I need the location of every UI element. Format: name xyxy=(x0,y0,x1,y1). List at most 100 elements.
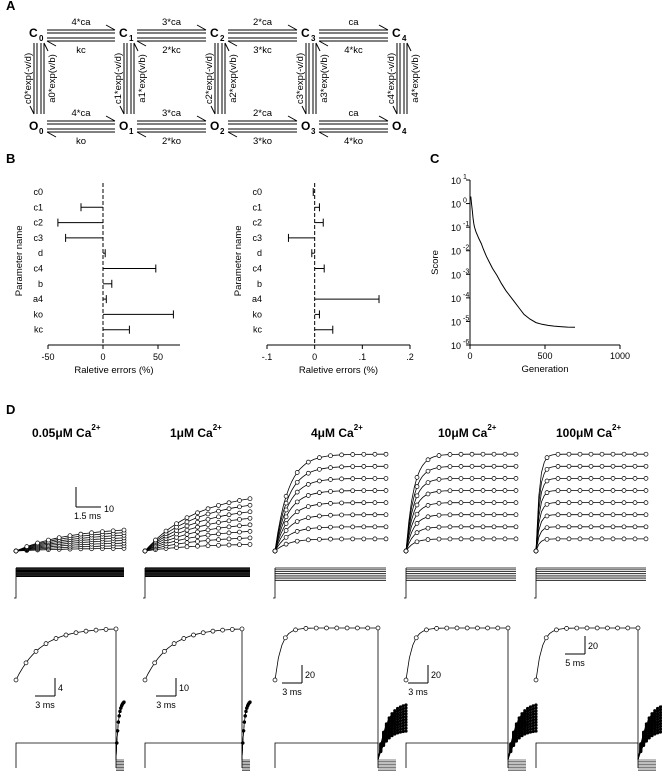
trace-point-2-2-5 xyxy=(328,512,333,518)
trace-point-3-4-9 xyxy=(502,488,508,493)
trace-point-1-2-10 xyxy=(247,529,253,534)
trace-point-2-3-1 xyxy=(283,521,289,526)
arrow-bot-bwd-head-2 xyxy=(227,131,238,138)
trace-point-4-2-3 xyxy=(566,512,572,518)
trace-bottom-point-3-5 xyxy=(454,625,460,631)
trace-point-2-2-4 xyxy=(317,513,322,519)
rate-down-3: c3*exp(-v/d) xyxy=(295,53,306,104)
trace-point-3-0-7 xyxy=(480,536,486,542)
trace-point-3-4-5 xyxy=(458,488,464,493)
trace-bottom-point-0-8 xyxy=(93,627,99,633)
trace-point-4-6-10 xyxy=(643,463,649,469)
state-c3: C xyxy=(301,26,310,40)
trace-point-3-3-5 xyxy=(458,500,464,505)
trace-bottom-1 xyxy=(144,628,243,760)
trace-point-1-7-4 xyxy=(184,515,190,521)
rate-up-1: a1*exp(v/b) xyxy=(137,54,148,103)
trace-point-4-5-2 xyxy=(555,476,561,481)
trace-point-4-0-6 xyxy=(599,536,605,542)
trace-point-4-5-3 xyxy=(566,476,572,481)
trace-point-1-2-5 xyxy=(195,534,200,540)
trace-bottom-point-0-9 xyxy=(103,627,109,632)
trace-point-2-5-4 xyxy=(317,478,322,484)
trace-bottom-point-2-2 xyxy=(293,627,298,633)
trace-point-2-5-9 xyxy=(372,476,378,481)
trace-point-4-4-2 xyxy=(555,488,561,493)
trace-point-3-2-7 xyxy=(480,512,486,518)
state-c1: C xyxy=(119,26,128,40)
trace-point-1-0-6 xyxy=(205,543,211,549)
category-label-0-c3: c3 xyxy=(33,233,43,243)
trace-point-4-2-8 xyxy=(621,512,627,518)
trace-point-1-6-5 xyxy=(195,515,200,520)
trace-point-0-7-8 xyxy=(100,529,105,535)
trace-bottom-point-2-9 xyxy=(365,625,371,631)
concentration-label-0: 0.05μM Ca2+ xyxy=(32,423,101,440)
trace-point-3-7-6 xyxy=(469,451,475,457)
state-o3-sub: 3 xyxy=(311,127,316,136)
trace-point-3-5-2 xyxy=(425,480,431,485)
trace-point-2-4-10 xyxy=(383,488,389,493)
trace-point-4-7-5 xyxy=(588,451,594,457)
trace-point-2-0-9 xyxy=(372,536,378,542)
trace-point-4-2-6 xyxy=(599,512,605,518)
trace-point-1-6-8 xyxy=(226,506,232,512)
trace-point-2-1-8 xyxy=(361,524,367,530)
y-tick-exp-c-3: -2 xyxy=(463,245,469,252)
trace-bottom-point-1-1 xyxy=(152,660,158,666)
trace-bottom-point-2-10 xyxy=(375,625,381,631)
trace-point-1-5-7 xyxy=(216,514,221,520)
trace-point-2-7-2 xyxy=(294,470,300,475)
trace-bottom-point-4-3 xyxy=(564,626,569,631)
y-tick-exp-c-4: -3 xyxy=(463,268,469,275)
trace-bottom-point-4-4 xyxy=(574,625,580,631)
trace-point-4-1-2 xyxy=(555,524,561,530)
trace-point-4-7-10 xyxy=(643,451,649,457)
trace-point-3-0-1 xyxy=(414,539,420,545)
trace-point-1-0-10 xyxy=(247,542,253,547)
trace-point-3-1-6 xyxy=(469,524,475,530)
trace-point-2-3-4 xyxy=(317,501,322,507)
trace-point-1-1-4 xyxy=(184,540,190,546)
trace-bottom-point-1-0 xyxy=(142,677,148,683)
trace-point-1-0-9 xyxy=(237,542,242,548)
trace-point-3-3-1 xyxy=(414,511,420,517)
concentration-label-3: 10μM Ca2+ xyxy=(438,423,497,440)
scalebar-top-time: 1.5 ms xyxy=(74,511,102,521)
arrow-up-head-3 xyxy=(315,42,321,52)
trace-point-3-2-4 xyxy=(447,512,453,518)
y-tick-exp-c-0: 1 xyxy=(463,174,467,181)
trace-point-2-3-5 xyxy=(328,501,333,506)
trace-point-1-4-7 xyxy=(216,520,221,525)
trace-point-3-6-6 xyxy=(469,463,475,469)
trace-point-3-2-6 xyxy=(469,512,475,518)
trace-bottom-point-3-9 xyxy=(495,625,501,631)
trace-bottom-point-3-1 xyxy=(413,635,419,641)
trace-bottom-point-4-5 xyxy=(584,625,590,631)
state-o2: O xyxy=(210,119,219,133)
trace-point-1-7-8 xyxy=(226,500,232,506)
tail-2-6 xyxy=(377,713,407,761)
tail-point-2-0-10 xyxy=(404,729,408,733)
trace-point-3-0-2 xyxy=(425,537,431,542)
trace-point-2-2-1 xyxy=(283,528,289,533)
rate-up-4: a4*exp(v/b) xyxy=(410,54,421,103)
arrow-top-bwd-head-0 xyxy=(46,40,57,47)
state-c3-sub: 3 xyxy=(311,34,316,43)
trace-point-3-0-3 xyxy=(436,536,442,542)
trace-point-4-4-10 xyxy=(643,488,649,493)
tail-3-9 xyxy=(507,704,537,761)
trace-bottom-point-0-4 xyxy=(53,636,59,641)
trace-point-1-0-8 xyxy=(226,542,232,548)
trace-point-4-4-3 xyxy=(566,488,572,493)
arrow-down-head-1 xyxy=(119,105,125,115)
trace-point-2-0-5 xyxy=(328,536,333,542)
trace-point-2-1-1 xyxy=(283,534,289,540)
trace-bottom-point-0-0 xyxy=(13,677,19,683)
trace-bottom-point-2-7 xyxy=(344,625,350,631)
trace-bottom-point-2-1 xyxy=(282,635,288,641)
scalebar-b4-time: 3 ms xyxy=(408,687,428,697)
trace-point-1-1-8 xyxy=(226,536,232,542)
trace-point-2-7-3 xyxy=(305,459,311,465)
trace-point-1-4-8 xyxy=(226,518,232,524)
